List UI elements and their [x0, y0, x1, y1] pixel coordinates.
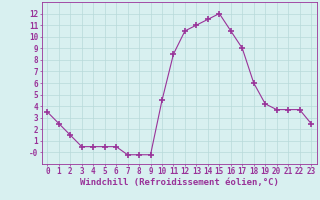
X-axis label: Windchill (Refroidissement éolien,°C): Windchill (Refroidissement éolien,°C) [80, 178, 279, 187]
